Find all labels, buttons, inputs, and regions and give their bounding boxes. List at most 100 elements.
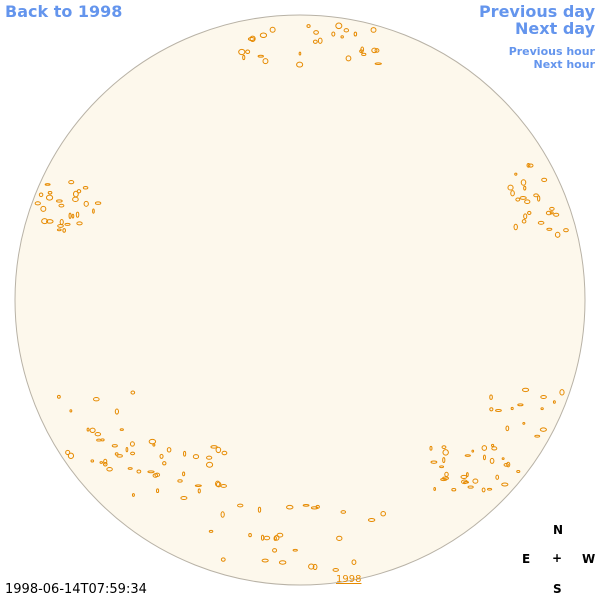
contour [69,409,73,413]
contour [38,192,44,198]
contour [215,480,221,487]
contour [489,457,495,464]
contour [257,506,262,513]
contour [125,447,129,453]
contour [505,425,510,432]
contour [495,474,500,480]
contour [441,445,447,450]
contour [527,163,534,168]
contour [130,390,136,395]
contour [147,470,155,474]
contour [486,487,493,491]
contour [317,37,323,44]
contour [340,510,347,514]
contour [523,213,528,220]
contour [64,222,71,226]
contour [67,452,75,459]
contour [541,177,548,183]
contour [471,449,475,453]
next-hour-link[interactable]: Next hour [533,58,596,71]
contour [45,219,54,224]
contour [343,28,350,33]
contour [76,221,83,226]
contour [516,470,521,474]
next-day-link[interactable]: Next day [515,19,595,38]
contour [92,397,100,402]
contour [503,463,509,467]
contour [92,208,95,214]
contour [34,201,41,206]
contour [152,473,159,478]
contour [166,447,172,453]
contour [442,457,446,463]
contour [114,452,119,456]
contour [520,179,527,186]
contour [464,454,471,457]
year-link[interactable]: 1998 [336,574,362,585]
contour [242,54,246,61]
contour [103,458,108,465]
contour [491,446,498,451]
contour [100,438,105,442]
contour [41,218,49,225]
contour [537,220,545,225]
contour [312,563,318,571]
contour [439,465,445,469]
contour [182,471,186,477]
contour [523,185,527,191]
contour [340,35,344,39]
contour [501,457,505,460]
contour [361,52,367,57]
contour [315,504,320,509]
contour [45,194,54,201]
contour [481,487,486,493]
contour [515,197,521,202]
contour [430,460,438,464]
previous-day-link[interactable]: Previous day [478,2,595,21]
contour [44,183,51,186]
contour [269,26,276,33]
contour [526,163,531,168]
contour [82,185,89,190]
contour [510,190,515,197]
contour [272,548,278,553]
contour [534,434,541,438]
contour [55,199,63,203]
contour [148,438,157,445]
contour [463,480,470,484]
contour [332,567,339,572]
previous-hour-link[interactable]: Previous hour [508,45,595,58]
contour [522,422,526,425]
contour [197,488,201,494]
contour [308,563,315,570]
contour [131,493,135,497]
contour [519,196,527,200]
contour [371,47,378,54]
compass-east: E [522,552,531,566]
contour [59,219,64,226]
contour [510,406,514,411]
contour [370,27,377,33]
contour [527,210,532,216]
contour [563,228,569,233]
contour [249,35,256,43]
contour [238,48,246,56]
back-link[interactable]: Back to 1998 [5,2,123,21]
contour [56,228,62,232]
contour [130,451,136,456]
contour [429,445,433,451]
contour [524,199,531,205]
contour [517,403,524,407]
contour [99,461,104,464]
contour [273,534,280,541]
contour [533,193,539,198]
contour [380,510,386,517]
contour [506,461,511,468]
contour [245,49,251,55]
contour [481,445,488,451]
solar-disk [14,14,586,586]
contour [262,58,269,65]
timestamp: 1998-06-14T07:59:34 [5,582,147,597]
contour [58,203,65,208]
contour [540,395,547,400]
